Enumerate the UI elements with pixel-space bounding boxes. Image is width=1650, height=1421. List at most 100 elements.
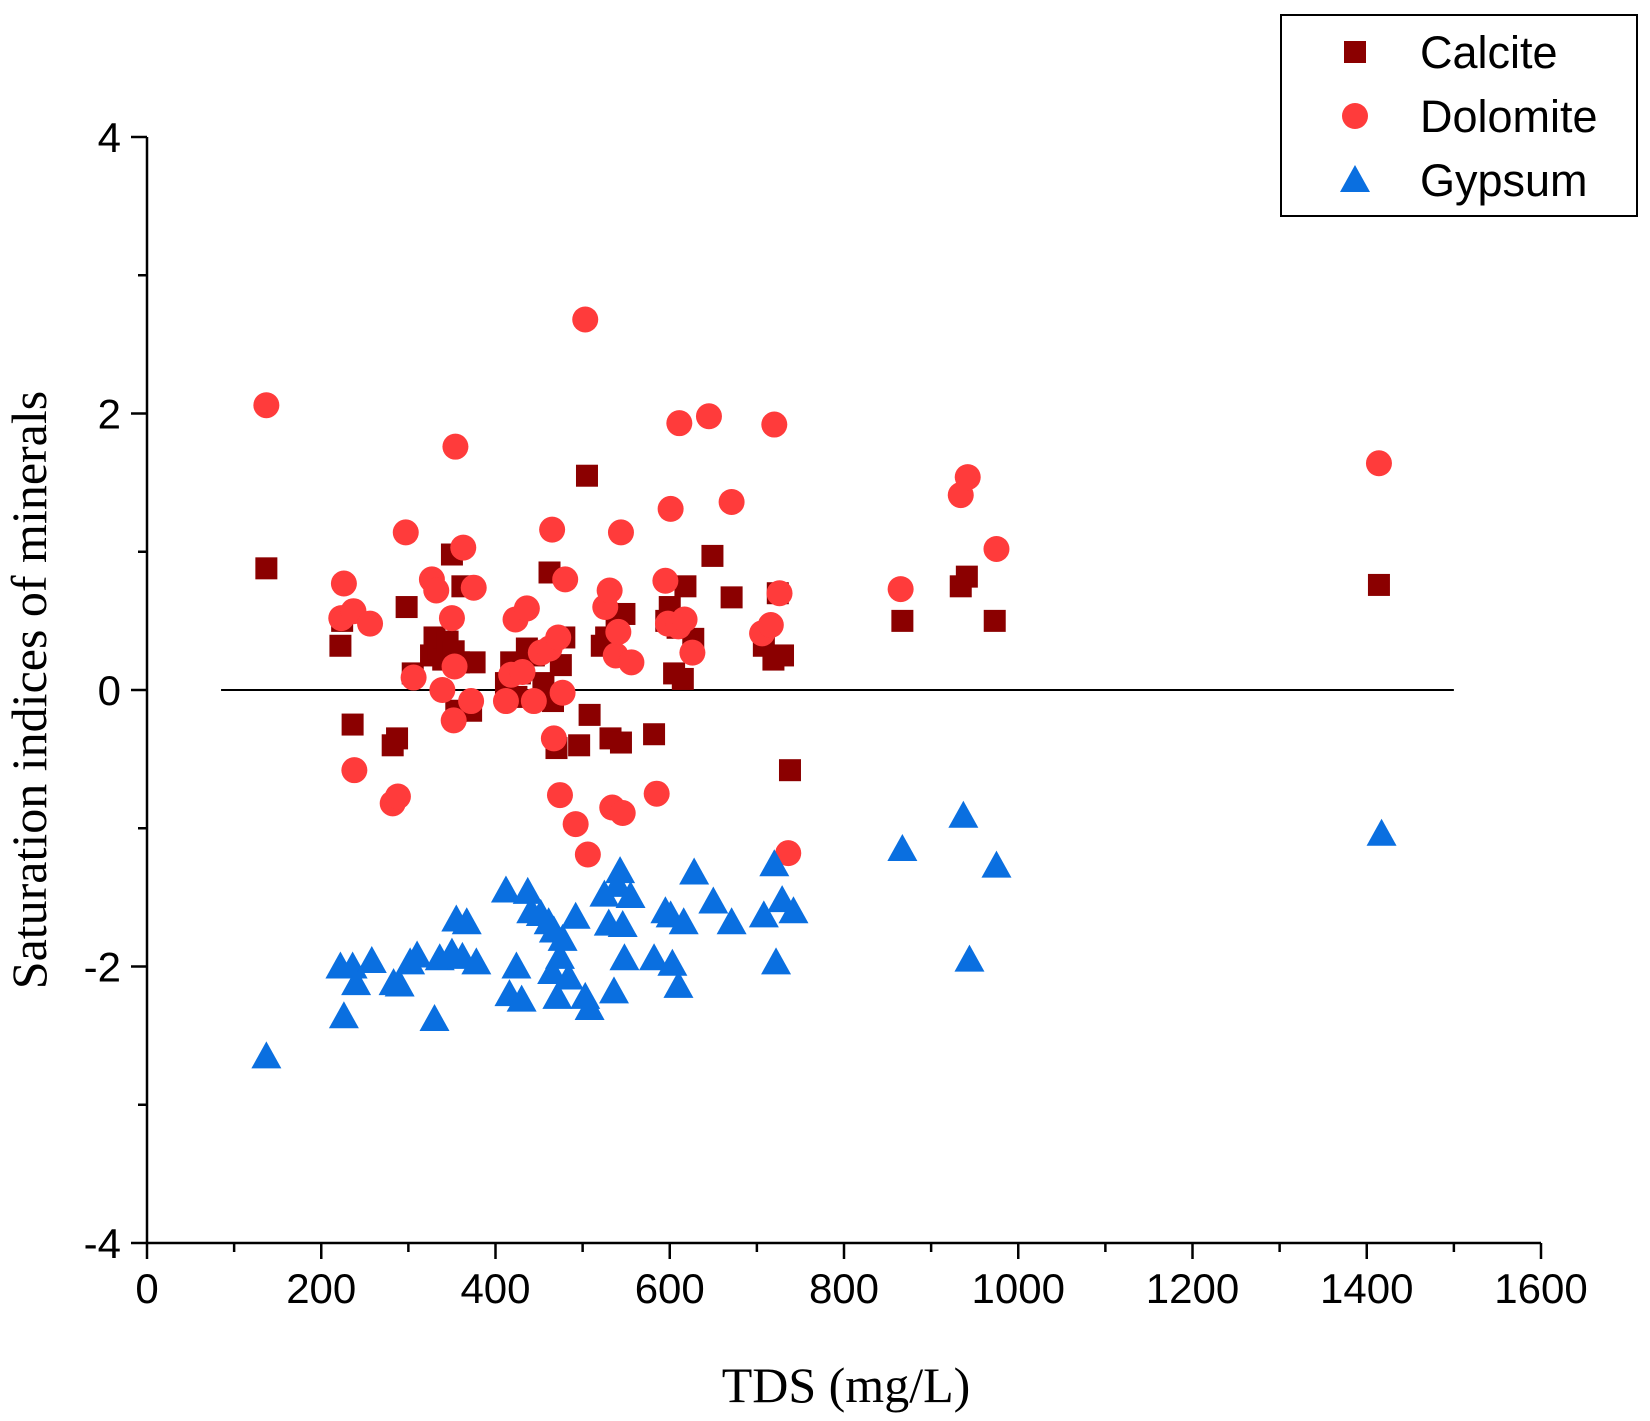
gypsum-series [251, 800, 1397, 1069]
gypsum-point [553, 962, 584, 990]
gypsum-point [954, 944, 985, 972]
gypsum-point [547, 923, 578, 951]
gypsum-point [490, 875, 521, 903]
calcite-point [720, 586, 743, 609]
dolomite-point [572, 306, 599, 333]
gypsum-point [759, 849, 790, 877]
gypsum-point [402, 940, 433, 968]
x-axis-title: TDS (mg/L) [722, 1357, 971, 1413]
dolomite-point [643, 780, 670, 807]
dolomite-point [253, 392, 280, 419]
calcite-point [578, 703, 601, 726]
gypsum-point [887, 833, 918, 861]
calcite-point [463, 651, 486, 674]
calcite-point [674, 575, 697, 598]
dolomite-point [442, 433, 469, 460]
gypsum-point [328, 1001, 359, 1029]
dolomite-point [679, 639, 706, 666]
calcite-point [532, 672, 555, 695]
dolomite-point [618, 649, 645, 676]
dolomite-point [549, 679, 576, 706]
dolomite-point [552, 566, 579, 593]
gypsum-point [419, 1004, 450, 1032]
gypsum-point [639, 943, 670, 971]
dolomite-point [652, 567, 679, 594]
calcite-point [341, 713, 364, 736]
calcite-point [329, 634, 352, 657]
gypsum-point [698, 886, 729, 914]
calcite-point [609, 731, 632, 754]
calcite-point [891, 609, 914, 632]
gypsum-point [679, 857, 710, 885]
dolomite-point [757, 612, 784, 639]
dolomite-point [440, 707, 467, 734]
axes [131, 135, 1543, 1259]
y-tick-label: 2 [98, 391, 121, 438]
dolomite-point [539, 516, 566, 543]
dolomite-point [766, 580, 793, 607]
x-tick-label: 1400 [1320, 1265, 1413, 1312]
legend-box [1280, 14, 1638, 217]
dolomite-point [574, 841, 601, 868]
y-tick-label: 0 [98, 667, 121, 714]
calcite-point [1367, 573, 1390, 596]
dolomite-point [887, 576, 914, 603]
dolomite-point [357, 610, 384, 637]
dolomite-point [540, 725, 567, 752]
tick-labels: 0 200 400 600 800 1000 1200 1400 1600 -4 -2 0 2 4 [84, 114, 1588, 1312]
dolomite-point [492, 688, 519, 715]
dolomite-point [983, 535, 1010, 562]
gypsum-point [668, 907, 699, 935]
gypsum-point [761, 947, 792, 975]
x-tick-label: 600 [635, 1265, 705, 1312]
dolomite-series [253, 306, 1392, 868]
gypsum-point [542, 981, 573, 1009]
dolomite-point [596, 577, 623, 604]
calcite-point [568, 734, 591, 757]
dolomite-point [954, 464, 981, 491]
gypsum-point [1366, 818, 1397, 846]
x-tick-label: 1000 [972, 1265, 1065, 1312]
x-tick-label: 200 [286, 1265, 356, 1312]
calcite-point [575, 464, 598, 487]
dolomite-point [341, 757, 368, 784]
dolomite-point [384, 783, 411, 810]
dolomite-point [545, 624, 572, 651]
dolomite-point [666, 410, 693, 437]
dolomite-point [671, 606, 698, 633]
gypsum-point [560, 901, 591, 929]
gypsum-point [574, 992, 605, 1020]
gypsum-point [607, 910, 638, 938]
calcite-point [772, 644, 795, 667]
dolomite-point [605, 618, 632, 645]
dolomite-legend-marker [1342, 103, 1368, 129]
dolomite-point [695, 403, 722, 430]
x-tick-label: 800 [809, 1265, 879, 1312]
dolomite-point [400, 664, 427, 691]
calcite-point [983, 609, 1006, 632]
gypsum-point [602, 869, 633, 897]
gypsum-point [356, 945, 387, 973]
x-tick-label: 0 [135, 1265, 158, 1312]
gypsum-point [663, 970, 694, 998]
calcite-series [255, 464, 1390, 782]
gypsum-point [716, 907, 747, 935]
calcite-legend-label: Calcite [1420, 27, 1558, 78]
gypsum-legend-label: Gypsum [1420, 155, 1588, 206]
calcite-point [701, 544, 724, 567]
gypsum-point [598, 976, 629, 1004]
dolomite-point [392, 519, 419, 546]
calcite-point [255, 557, 278, 580]
dolomite-point [761, 411, 788, 438]
gypsum-point [981, 850, 1012, 878]
gypsum-point [544, 941, 575, 969]
y-tick-label: -4 [84, 1220, 121, 1267]
calcite-point [386, 727, 409, 750]
dolomite-legend-label: Dolomite [1420, 91, 1598, 142]
y-axis-title: Saturation indices of minerals [1, 391, 57, 989]
gypsum-point [605, 856, 636, 884]
dolomite-point [562, 811, 589, 838]
dolomite-point [513, 595, 540, 622]
legend: Calcite Dolomite Gypsum [1280, 14, 1638, 217]
calcite-point [955, 565, 978, 588]
